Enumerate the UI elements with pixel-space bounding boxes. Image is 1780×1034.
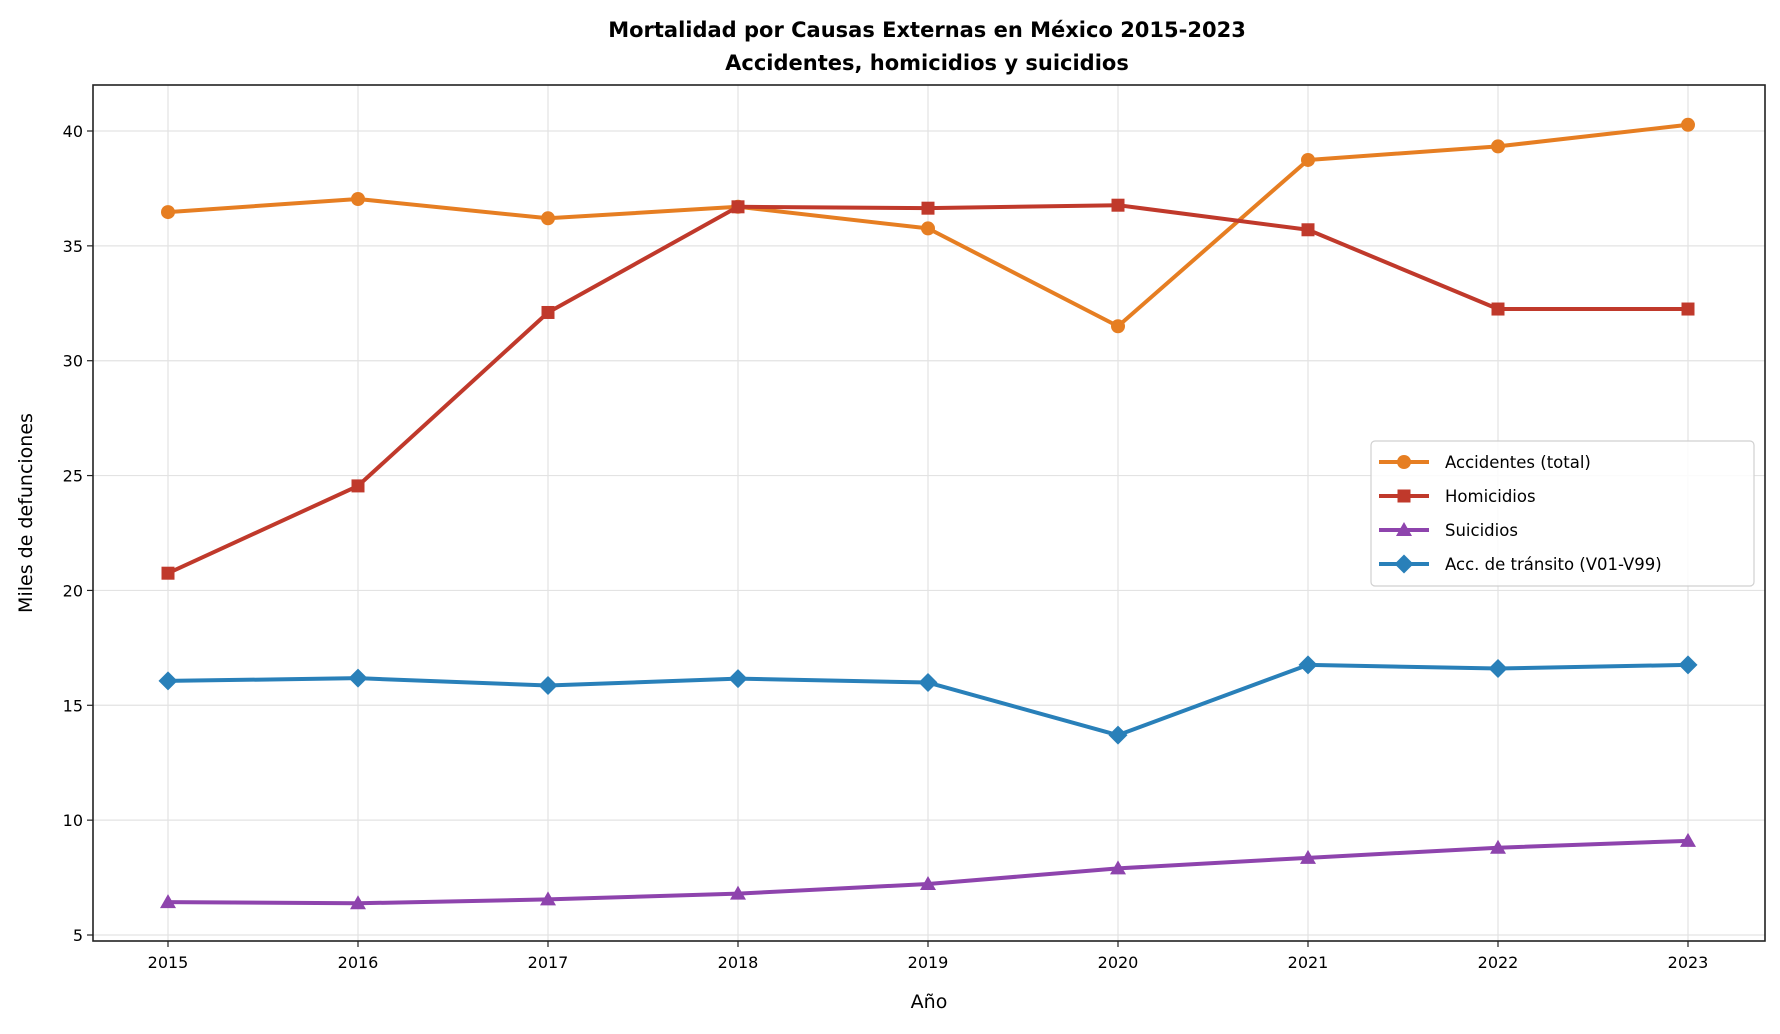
data-point <box>730 885 746 900</box>
data-point <box>1301 152 1315 167</box>
data-point <box>921 221 935 236</box>
legend-item: Suicidios <box>1379 521 1518 540</box>
x-tick-label: 2020 <box>1098 953 1139 972</box>
data-point <box>540 891 556 906</box>
data-point <box>538 676 558 696</box>
legend-marker <box>1397 455 1411 469</box>
data-point <box>1681 117 1695 132</box>
legend-label: Acc. de tránsito (V01-V99) <box>1445 555 1662 574</box>
data-point <box>160 894 176 909</box>
legend-marker <box>1397 489 1411 503</box>
data-point <box>918 673 938 693</box>
y-tick-label: 20 <box>63 581 83 600</box>
legend-label: Homicidios <box>1445 487 1536 506</box>
data-point <box>731 200 745 214</box>
legend-item: Homicidios <box>1379 487 1536 506</box>
data-point <box>1678 655 1698 675</box>
data-point <box>351 479 365 493</box>
data-point <box>1298 655 1318 675</box>
data-point <box>921 201 935 215</box>
data-point <box>1300 849 1316 864</box>
legend-marker <box>1396 522 1412 536</box>
data-point <box>541 305 555 319</box>
y-tick-label: 5 <box>73 926 83 945</box>
plot-frame <box>92 84 1766 942</box>
data-point <box>350 895 366 910</box>
x-tick-label: 2019 <box>908 953 949 972</box>
data-point <box>351 191 365 206</box>
series-homicidios <box>161 198 1695 580</box>
y-tick-label: 35 <box>63 237 83 256</box>
data-point <box>1488 659 1508 679</box>
series-acc-de-tr-nsito-v01-v99 <box>158 655 1698 745</box>
data-point <box>1111 319 1125 334</box>
x-tick-label: 2023 <box>1668 953 1709 972</box>
legend: Accidentes (total) Homicidios Suicidios Acc… <box>1370 440 1755 587</box>
x-tick-label: 2018 <box>718 953 759 972</box>
data-point <box>920 876 936 891</box>
x-tick-label: 2021 <box>1288 953 1329 972</box>
data-point <box>1681 302 1695 316</box>
data-point <box>1490 839 1506 854</box>
chart-subtitle: Accidentes, homicidios y suicidios <box>725 51 1129 75</box>
legend-label: Accidentes (total) <box>1445 453 1591 472</box>
x-tick-label: 2015 <box>148 953 189 972</box>
data-point <box>1491 302 1505 316</box>
y-tick-label: 40 <box>63 122 83 141</box>
chart-title: Mortalidad por Causas Externas en México… <box>608 18 1246 42</box>
data-point <box>161 566 175 580</box>
x-tick-label: 2022 <box>1478 953 1519 972</box>
y-tick-label: 30 <box>63 352 83 371</box>
data-point <box>1680 832 1696 847</box>
data-point <box>1111 198 1125 212</box>
data-point <box>541 211 555 226</box>
y-tick-label: 25 <box>63 467 83 486</box>
data-point <box>1491 139 1505 154</box>
data-point <box>1301 223 1315 237</box>
y-tick-label: 10 <box>63 811 83 830</box>
data-point <box>158 671 178 691</box>
x-tick-label: 2017 <box>528 953 569 972</box>
legend-box <box>1370 440 1755 587</box>
x-axis-label: Año <box>911 991 948 1013</box>
series-suicidios <box>160 832 1696 910</box>
series-layer <box>158 117 1698 910</box>
x-tick-label: 2016 <box>338 953 379 972</box>
legend-label: Suicidios <box>1445 521 1518 540</box>
legend-marker <box>1394 554 1414 574</box>
data-point <box>1108 725 1128 745</box>
data-point <box>348 668 368 688</box>
data-point <box>728 669 748 689</box>
data-point <box>1110 860 1126 875</box>
legend-item: Acc. de tránsito (V01-V99) <box>1379 554 1662 574</box>
y-tick-label: 15 <box>63 696 83 715</box>
data-point <box>161 205 175 220</box>
ticks: 2015 2016 2017 2018 2019 2020 2021 2022 2023 5 10 1… <box>63 122 1709 972</box>
legend-item: Accidentes (total) <box>1379 453 1591 472</box>
y-axis-label: Miles de defunciones <box>15 413 37 613</box>
